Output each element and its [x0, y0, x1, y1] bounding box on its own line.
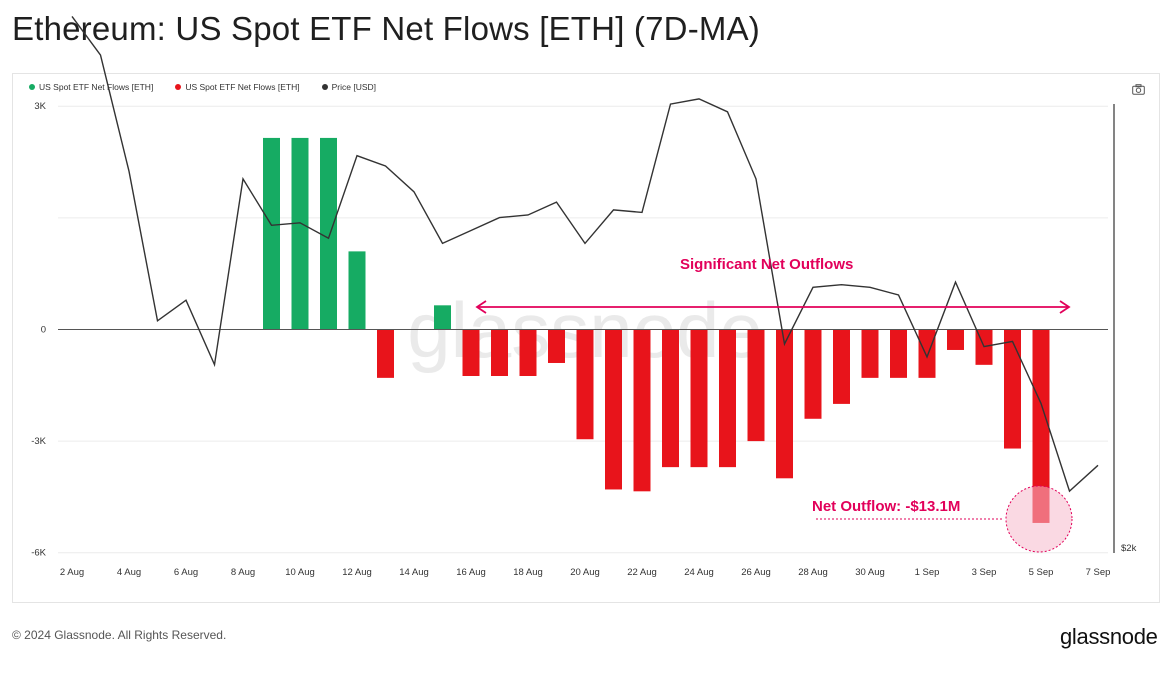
flow-bar[interactable]: [1032, 329, 1050, 523]
y-ticks: 3K 0 -3K -6K: [31, 101, 46, 559]
flow-bar[interactable]: [747, 329, 765, 442]
x-tick-label: 16 Aug: [456, 567, 486, 578]
x-tick-label: 18 Aug: [513, 567, 543, 578]
x-tick-label: 20 Aug: [570, 567, 600, 578]
glassnode-logo: glassnode: [1060, 624, 1158, 649]
flow-bar[interactable]: [861, 329, 879, 378]
flow-bar[interactable]: [890, 329, 907, 378]
flow-bar[interactable]: [377, 329, 394, 378]
significant-outflows-label: Significant Net Outflows: [680, 256, 854, 273]
net-outflow-label: Net Outflow: -$13.1M: [812, 498, 961, 515]
flow-bar[interactable]: [833, 329, 850, 404]
x-tick-label: 3 Sep: [972, 567, 997, 578]
range-arrow: [475, 300, 1071, 314]
x-tick-label: 30 Aug: [855, 567, 885, 578]
x-tick-label: 1 Sep: [915, 567, 940, 578]
flow-bar[interactable]: [633, 329, 651, 492]
x-tick-label: 22 Aug: [627, 567, 657, 578]
x-tick-label: 14 Aug: [399, 567, 429, 578]
y-tick-label: 0: [41, 325, 46, 336]
x-tick-label: 26 Aug: [741, 567, 771, 578]
camera-icon[interactable]: [1132, 84, 1145, 95]
flow-bar[interactable]: [662, 329, 679, 468]
flow-bar[interactable]: [263, 137, 280, 330]
legend-item-inflow[interactable]: US Spot ETF Net Flows [ETH]: [29, 82, 153, 92]
outflow-highlight-circle: [1005, 485, 1073, 553]
flow-bar[interactable]: [947, 329, 964, 350]
x-tick-label: 28 Aug: [798, 567, 828, 578]
flow-bar[interactable]: [348, 251, 366, 330]
x-tick-label: 24 Aug: [684, 567, 714, 578]
flow-bar[interactable]: [719, 329, 736, 468]
flow-bar[interactable]: [1004, 329, 1021, 449]
flow-bar[interactable]: [519, 329, 537, 377]
chart-legend: US Spot ETF Net Flows [ETH] US Spot ETF …: [29, 82, 376, 92]
flow-bar[interactable]: [576, 329, 594, 440]
flow-bar[interactable]: [605, 329, 622, 490]
x-tick-label: 4 Aug: [117, 567, 141, 578]
flow-bar[interactable]: [918, 329, 936, 378]
flow-bar[interactable]: [690, 329, 708, 468]
y-tick-label: -6K: [31, 548, 46, 559]
x-tick-label: 6 Aug: [174, 567, 198, 578]
right-axis-tick-label: $2k: [1121, 543, 1137, 554]
flow-bar[interactable]: [434, 305, 451, 330]
chart-panel: [12, 73, 1160, 603]
flow-bar[interactable]: [776, 329, 793, 479]
bars-group: [263, 137, 1050, 523]
x-tick-label: 10 Aug: [285, 567, 315, 578]
x-tick-label: 2 Aug: [60, 567, 84, 578]
legend-inflow-label: US Spot ETF Net Flows [ETH]: [39, 82, 154, 92]
legend-outflow-label: US Spot ETF Net Flows [ETH]: [185, 82, 300, 92]
flow-bar[interactable]: [320, 137, 337, 330]
legend-price-swatch: [321, 84, 328, 90]
y-tick-label: -3K: [31, 436, 46, 447]
y-tick-label: 3K: [34, 101, 46, 112]
flow-bar[interactable]: [491, 329, 508, 377]
x-tick-label: 7 Sep: [1086, 567, 1111, 578]
x-tick-label: 5 Sep: [1029, 567, 1054, 578]
flow-bar[interactable]: [804, 329, 822, 419]
legend-item-price[interactable]: Price [USD]: [321, 82, 377, 92]
flow-bar[interactable]: [291, 137, 309, 330]
x-tick-label: 8 Aug: [231, 567, 255, 578]
legend-item-outflow[interactable]: US Spot ETF Net Flows [ETH]: [175, 82, 300, 92]
x-tick-label: 12 Aug: [342, 567, 372, 578]
x-ticks: 2 Aug 4 Aug 6 Aug 8 Aug 10 Aug 12 Aug 14 Aug 16…: [60, 567, 1111, 578]
chart-title: Ethereum: US Spot ETF Net Flows [ETH] (7…: [12, 10, 760, 47]
legend-outflow-swatch: [175, 84, 182, 90]
flow-bar[interactable]: [548, 329, 565, 363]
price-line: [71, 15, 1099, 493]
flow-bar[interactable]: [462, 329, 480, 377]
legend-price-label: Price [USD]: [331, 82, 377, 92]
legend-inflow-swatch: [29, 84, 35, 90]
copyright-text: © 2024 Glassnode. All Rights Reserved.: [12, 628, 227, 642]
